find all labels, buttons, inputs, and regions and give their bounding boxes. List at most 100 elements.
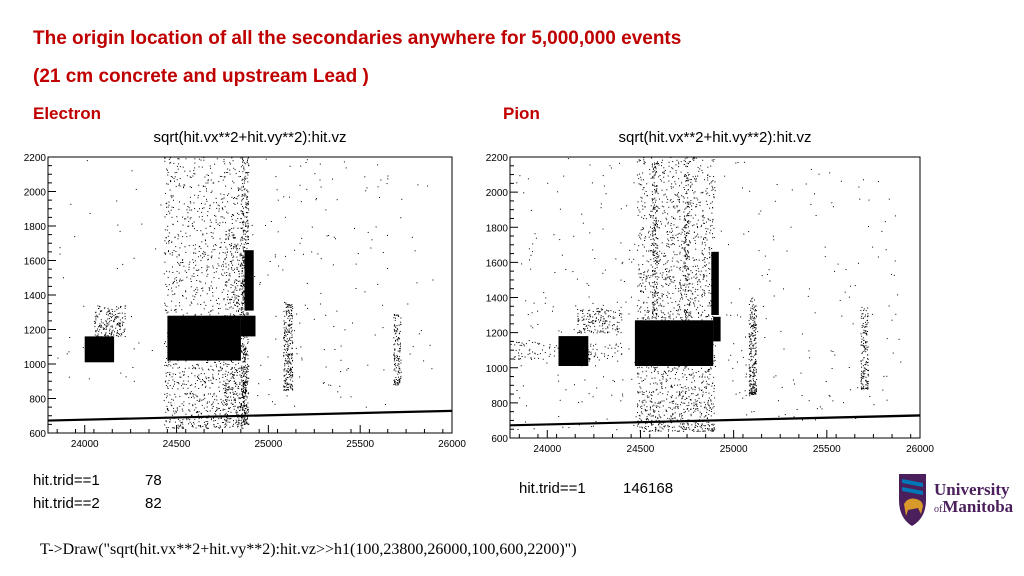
data-point — [238, 276, 240, 277]
data-point — [189, 392, 191, 394]
data-point — [168, 250, 169, 252]
data-point — [245, 206, 247, 208]
data-point — [230, 245, 232, 247]
data-point — [667, 374, 669, 376]
data-point — [99, 326, 101, 328]
data-point — [246, 235, 248, 237]
data-point — [116, 200, 118, 202]
data-point — [691, 209, 693, 210]
data-point — [290, 324, 292, 326]
data-point — [221, 422, 223, 423]
data-point — [225, 281, 227, 283]
data-point — [246, 374, 248, 376]
data-point — [667, 296, 669, 298]
data-point — [241, 390, 242, 392]
data-point — [657, 256, 659, 258]
data-point — [240, 252, 242, 254]
data-point — [654, 377, 656, 379]
data-point — [247, 369, 249, 370]
data-point — [194, 173, 196, 175]
data-point — [234, 391, 236, 393]
data-point — [219, 366, 221, 368]
data-point — [397, 363, 399, 365]
data-point — [668, 276, 670, 278]
data-point — [652, 185, 654, 186]
data-point — [244, 348, 246, 350]
data-point — [227, 236, 229, 238]
data-point — [703, 407, 705, 409]
data-point — [119, 329, 121, 331]
data-point — [122, 263, 124, 265]
data-point — [204, 176, 206, 178]
data-point — [682, 270, 684, 272]
data-point — [393, 369, 395, 371]
data-point — [239, 288, 241, 290]
data-point — [656, 185, 658, 187]
data-point — [164, 253, 166, 255]
data-point — [197, 425, 199, 427]
data-point — [201, 241, 203, 243]
data-point — [680, 161, 682, 163]
data-point — [306, 159, 308, 161]
data-point — [183, 186, 185, 188]
data-point — [658, 164, 660, 166]
data-point — [237, 195, 239, 197]
data-point — [672, 418, 674, 420]
data-point — [225, 384, 227, 386]
data-point — [637, 420, 639, 422]
data-point — [695, 206, 696, 208]
data-point — [210, 310, 212, 312]
data-point — [644, 193, 645, 195]
data-point — [241, 417, 243, 419]
data-point — [223, 404, 225, 406]
data-point — [208, 311, 210, 313]
data-point — [290, 309, 292, 311]
data-point — [165, 397, 167, 399]
data-point — [287, 384, 289, 385]
data-point — [659, 198, 660, 200]
data-point — [667, 198, 669, 200]
data-point — [163, 273, 165, 275]
data-point — [243, 267, 245, 269]
data-point — [165, 420, 167, 422]
data-point — [659, 402, 661, 404]
data-point — [246, 212, 248, 214]
data-point — [642, 244, 644, 246]
data-point — [283, 380, 285, 382]
data-point — [97, 335, 99, 337]
data-point — [105, 320, 107, 322]
data-point — [166, 286, 168, 287]
data-point — [205, 376, 207, 378]
data-point — [244, 350, 246, 352]
data-point — [681, 231, 683, 233]
data-point — [681, 416, 683, 418]
data-point — [637, 373, 639, 375]
data-point — [290, 358, 292, 360]
data-point — [236, 421, 238, 423]
data-point — [675, 194, 677, 196]
data-point — [192, 393, 194, 395]
data-point — [194, 296, 196, 298]
data-point — [186, 209, 188, 211]
data-point — [205, 385, 207, 387]
data-point — [691, 205, 693, 207]
data-point — [661, 285, 663, 286]
data-point — [194, 367, 196, 369]
data-point — [658, 220, 659, 222]
data-point — [286, 338, 288, 340]
data-point — [241, 427, 243, 429]
data-point — [166, 242, 167, 244]
data-point — [267, 356, 269, 358]
data-point — [667, 234, 669, 235]
data-point — [242, 195, 244, 197]
data-point — [678, 430, 680, 432]
data-point — [195, 407, 197, 409]
data-point — [169, 419, 171, 421]
data-point — [95, 321, 96, 323]
data-point — [188, 225, 190, 227]
data-point — [215, 215, 217, 217]
data-point — [223, 402, 225, 404]
data-point — [247, 181, 249, 183]
data-point — [655, 171, 657, 173]
data-point — [195, 252, 197, 254]
